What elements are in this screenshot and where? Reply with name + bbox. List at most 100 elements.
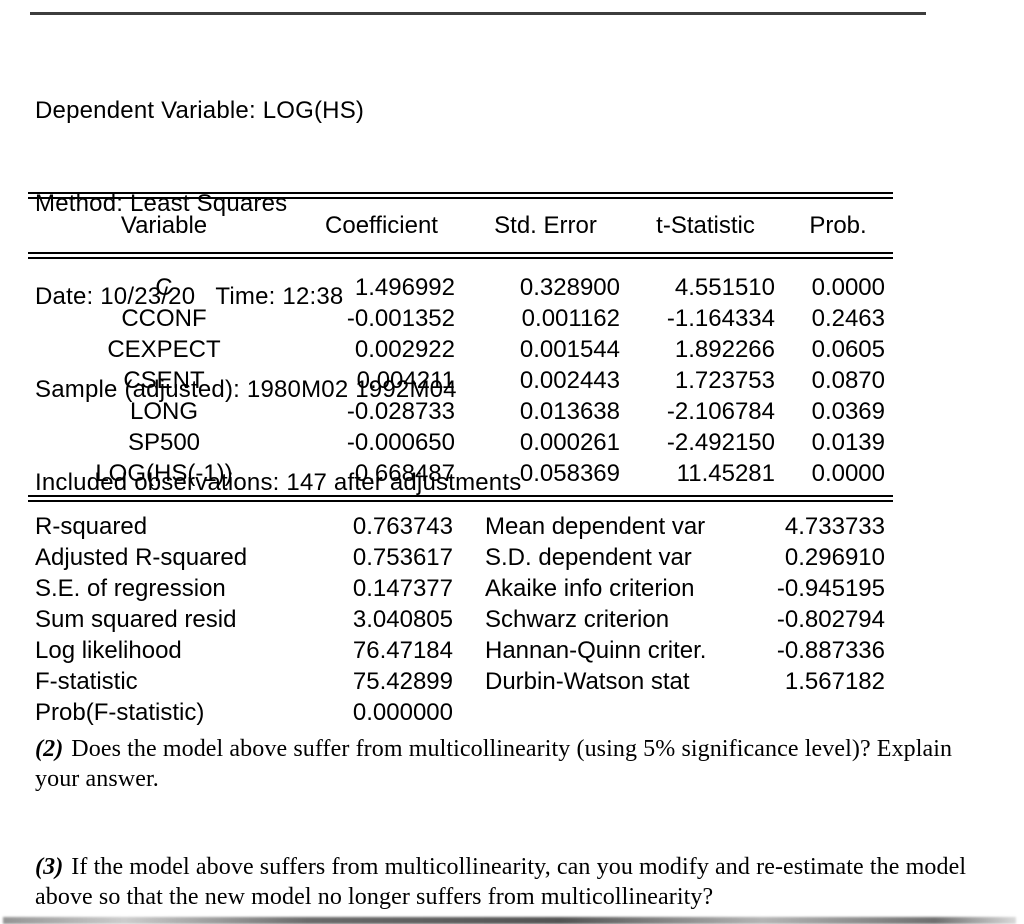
summary-label: Adjusted R-squared: [35, 544, 248, 571]
prob-cell: 0.0139: [811, 429, 885, 456]
prob-cell: 0.0369: [811, 398, 885, 425]
method-line: Method: Least Squares: [35, 190, 288, 217]
summary-value: 0.000000: [352, 699, 453, 726]
double-rule: [28, 252, 893, 259]
summary-value: 0.753617: [352, 544, 453, 571]
summary-label: R-squared: [35, 513, 148, 540]
std-error-cell: 0.002443: [519, 367, 620, 394]
variable-cell: CEXPECT: [107, 336, 221, 363]
t-statistic-cell: 4.551510: [674, 274, 775, 301]
summary-value: -0.887336: [776, 637, 885, 664]
table-row: SP500 -0.000650 0.000261 -2.492150 0.013…: [28, 427, 893, 458]
summary-row: F-statistic 75.42899 Durbin-Watson stat …: [28, 666, 893, 697]
question-2: (2) Does the model above suffer from mult…: [35, 734, 1000, 794]
coefficient-cell: -0.028733: [346, 398, 455, 425]
coefficient-cell: 0.668487: [354, 460, 455, 487]
std-error-cell: 0.058369: [519, 460, 620, 487]
summary-value: 0.763743: [352, 513, 453, 540]
double-rule: [28, 495, 893, 502]
summary-label: Prob(F-statistic): [35, 699, 205, 726]
summary-value: [715, 697, 893, 728]
prob-cell: 0.0870: [811, 367, 885, 394]
summary-label: Hannan-Quinn criter.: [485, 637, 707, 664]
column-header-t-statistic: t-Statistic: [656, 211, 755, 239]
question-2-text: Does the model above suffer from multico…: [71, 736, 953, 762]
dependent-variable-line: Dependent Variable: LOG(HS): [35, 97, 365, 124]
prob-cell: 0.0605: [811, 336, 885, 363]
prob-cell: 0.0000: [811, 460, 885, 487]
coefficient-cell: -0.000650: [346, 429, 455, 456]
summary-value: 76.47184: [352, 637, 453, 664]
std-error-cell: 0.000261: [519, 429, 620, 456]
std-error-cell: 0.328900: [519, 274, 620, 301]
summary-value: -0.802794: [776, 606, 885, 633]
summary-row: Prob(F-statistic) 0.000000: [28, 697, 893, 728]
summary-row: S.E. of regression 0.147377 Akaike info …: [28, 573, 893, 604]
sample-line: Sample (adjusted): 1980M02 1992M04: [35, 376, 457, 403]
coefficient-cell: 1.496992: [354, 274, 455, 301]
t-statistic-cell: -2.492150: [666, 429, 775, 456]
question-3-number: (3): [35, 854, 64, 880]
table-row: LOG(HS(-1)) 0.668487 0.058369 11.45281 0…: [28, 458, 893, 489]
summary-value: 0.296910: [784, 544, 885, 571]
table-row: CEXPECT 0.002922 0.001544 1.892266 0.060…: [28, 334, 893, 365]
summary-label: Log likelihood: [35, 637, 182, 664]
variable-cell: LONG: [129, 398, 198, 425]
summary-label: [485, 697, 715, 728]
question-3: (3) If the model above suffers from multi…: [35, 852, 1000, 912]
std-error-cell: 0.013638: [519, 398, 620, 425]
column-header-std-error: Std. Error: [494, 211, 597, 239]
summary-value: 4.733733: [784, 513, 885, 540]
question-2-number: (2): [35, 736, 64, 762]
t-statistic-cell: -2.106784: [666, 398, 775, 425]
summary-label: Akaike info criterion: [485, 575, 695, 602]
summary-label: Durbin-Watson stat: [485, 668, 690, 695]
regression-output-header: Dependent Variable: LOG(HS) Method: Leas…: [35, 33, 521, 560]
std-error-cell: 0.001544: [519, 336, 620, 363]
question-3-second-line: above so that the new model no longer su…: [35, 884, 714, 910]
top-horizontal-rule: [30, 12, 926, 15]
summary-row: Adjusted R-squared 0.753617 S.D. depende…: [28, 542, 893, 573]
question-3-first-line: (3) If the model above suffers from multi…: [35, 852, 1000, 882]
table-row: C 1.496992 0.328900 4.551510 0.0000: [28, 272, 893, 303]
summary-label: S.E. of regression: [35, 575, 226, 602]
t-statistic-cell: 1.723753: [674, 367, 775, 394]
coefficient-cell: -0.001352: [346, 305, 455, 332]
t-statistic-cell: -1.164334: [666, 305, 775, 332]
variable-cell: C: [155, 274, 173, 301]
coefficient-cell: 0.002922: [354, 336, 455, 363]
t-statistic-cell: 11.45281: [676, 460, 775, 487]
table-row: CCONF -0.001352 0.001162 -1.164334 0.246…: [28, 303, 893, 334]
regression-table: Variable Coefficient Std. Error t-Statis…: [28, 192, 893, 728]
variable-cell: LOG(HS(-1)): [95, 460, 233, 487]
summary-label: S.D. dependent var: [485, 544, 692, 571]
column-header-prob: Prob.: [809, 211, 867, 239]
column-header-coefficient: Coefficient: [325, 211, 438, 239]
coefficient-rows: C 1.496992 0.328900 4.551510 0.0000 CCON…: [28, 259, 893, 495]
summary-label: Sum squared resid: [35, 606, 237, 633]
variable-cell: CCONF: [121, 305, 207, 332]
variable-cell: SP500: [127, 429, 201, 456]
variable-cell: CSENT: [123, 367, 205, 394]
question-2-second-line: your answer.: [35, 766, 159, 792]
table-row: CSENT 0.004211 0.002443 1.723753 0.0870: [28, 365, 893, 396]
summary-label: F-statistic: [35, 668, 138, 695]
summary-value: 1.567182: [784, 668, 885, 695]
summary-row: Log likelihood 76.47184 Hannan-Quinn cri…: [28, 635, 893, 666]
table-row: LONG -0.028733 0.013638 -2.106784 0.0369: [28, 396, 893, 427]
bottom-edge-artifact: [3, 917, 1016, 924]
summary-row: R-squared 0.763743 Mean dependent var 4.…: [28, 511, 893, 542]
summary-label: Schwarz criterion: [485, 606, 670, 633]
column-header-variable: Variable: [120, 211, 208, 239]
date-time-line: Date: 10/23/20 Time: 12:38: [35, 283, 344, 310]
coefficient-cell: 0.004211: [356, 367, 455, 394]
summary-value: 0.147377: [352, 575, 453, 602]
prob-cell: 0.0000: [811, 274, 885, 301]
summary-value: 75.42899: [352, 668, 453, 695]
prob-cell: 0.2463: [811, 305, 885, 332]
question-2-first-line: (2) Does the model above suffer from mult…: [35, 734, 1000, 764]
question-3-text: If the model above suffers from multicol…: [71, 854, 967, 880]
summary-value: 3.040805: [352, 606, 453, 633]
std-error-cell: 0.001162: [521, 305, 620, 332]
